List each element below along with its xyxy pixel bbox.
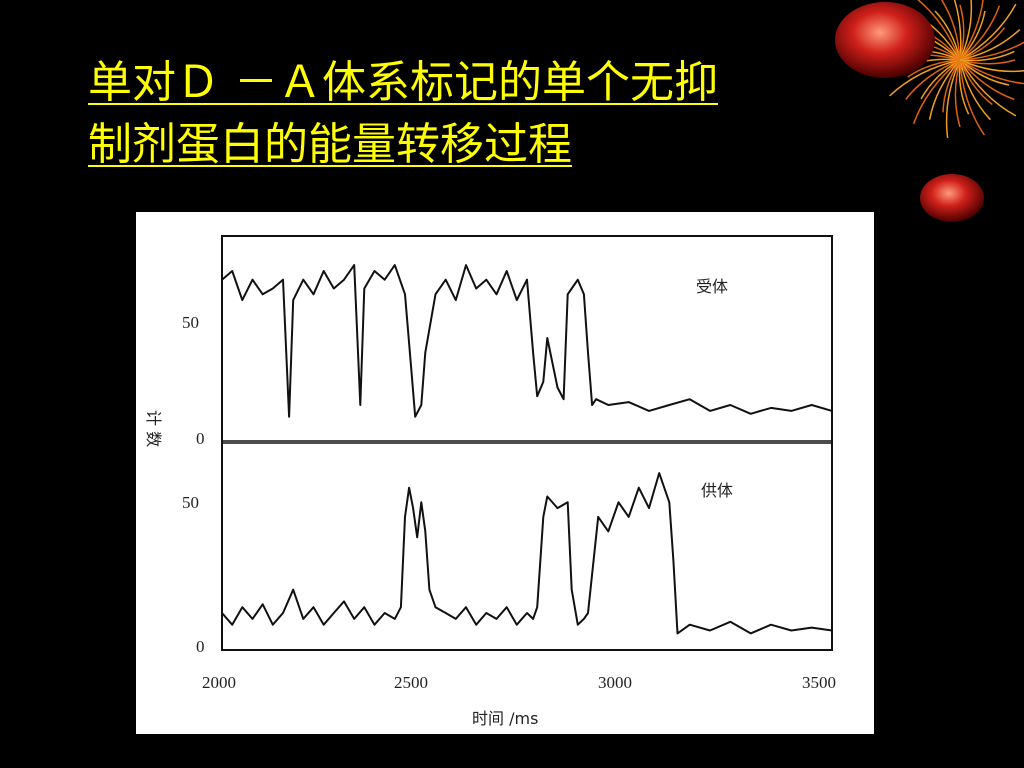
title-line-1: 单对Ｄ －Ａ体系标记的单个无抑: [88, 57, 718, 108]
firework-ray: [959, 29, 1021, 61]
firework-ray: [959, 59, 1024, 85]
firework-ray: [959, 59, 986, 136]
firework-ray: [959, 59, 1024, 73]
firework-ray: [905, 59, 961, 100]
y-tick-label: 50: [182, 313, 199, 332]
donor-trace-line: [221, 472, 833, 635]
firework-ray: [942, 59, 961, 113]
firework-ray: [934, 10, 961, 61]
firework-ray: [959, 27, 1006, 61]
firework-ray: [959, 4, 965, 61]
firework-ray: [959, 10, 986, 61]
firework-ray: [953, 0, 962, 61]
y-axis-label: 计 数: [144, 410, 163, 447]
firework-ray: [959, 59, 1010, 86]
firework-ray: [959, 59, 1015, 101]
firework-ray: [920, 59, 961, 100]
slide-title: 单对Ｄ －Ａ体系标记的单个无抑 制剂蛋白的能量转移过程: [88, 52, 888, 176]
x-tick-label: 3000: [598, 673, 632, 692]
firework-ray: [958, 59, 970, 115]
firework-ray: [959, 59, 991, 121]
firework-ray: [959, 5, 1001, 61]
acceptor-trace-line: [221, 264, 833, 418]
firework-ray: [959, 59, 993, 106]
firework-ray: [959, 0, 973, 61]
firework-ray: [959, 3, 1017, 61]
firework-ray: [959, 50, 1015, 62]
firework-ray: [907, 59, 961, 78]
x-axis-label: 时间 /ms: [472, 709, 538, 728]
firework-ray: [945, 59, 961, 139]
y-tick-label: 0: [196, 637, 205, 656]
firework-ray: [959, 41, 1024, 61]
title-line-2: 制剂蛋白的能量转移过程: [88, 119, 572, 170]
x-tick-label: 2500: [394, 673, 428, 692]
firework-ray: [912, 59, 961, 125]
red-orb-icon: [920, 174, 984, 222]
firework-ray: [889, 59, 961, 97]
y-tick-label: 0: [196, 429, 205, 448]
donor-label: 供体: [701, 481, 733, 500]
y-tick-label: 50: [182, 493, 199, 512]
x-tick-label: 2000: [202, 673, 236, 692]
firework-ray: [928, 59, 961, 120]
firework-ray: [954, 59, 961, 128]
acceptor-label: 受体: [696, 277, 728, 296]
firework-ray: [917, 0, 961, 61]
firework-ray: [959, 59, 1017, 117]
x-tick-label: 3500: [802, 673, 836, 692]
fret-trace-chart: 50 0 50 0 计 数 受体 供体 2000 2500 3000 3500 …: [144, 235, 836, 728]
firework-ray: [940, 0, 961, 61]
firework-ray: [959, 0, 984, 61]
red-orb-icon: [835, 2, 935, 78]
chart-figure: 50 0 50 0 计 数 受体 供体 2000 2500 3000 3500 …: [136, 212, 874, 734]
